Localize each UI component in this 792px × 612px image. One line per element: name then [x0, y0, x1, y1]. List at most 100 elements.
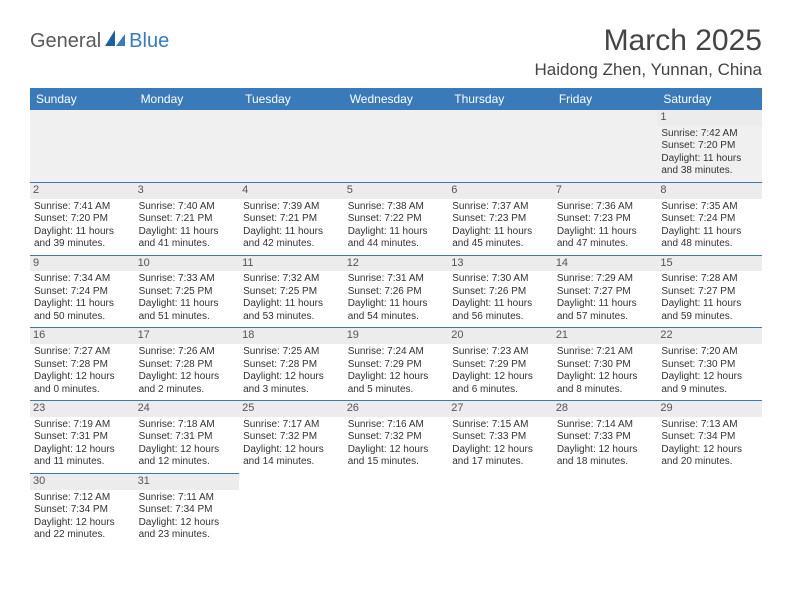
sunrise: Sunrise: 7:24 AM [348, 346, 445, 359]
day-details: Sunrise: 7:21 AMSunset: 7:30 PMDaylight:… [557, 346, 654, 396]
sunset: Sunset: 7:20 PM [661, 140, 758, 153]
daylight: Daylight: 11 hours and 48 minutes. [661, 226, 758, 251]
day-cell: 25Sunrise: 7:17 AMSunset: 7:32 PMDayligh… [239, 401, 344, 474]
sunrise: Sunrise: 7:11 AM [139, 492, 236, 505]
day-number: 11 [239, 256, 344, 272]
day-cell [239, 473, 344, 545]
sunrise: Sunrise: 7:29 AM [557, 273, 654, 286]
daylight: Daylight: 11 hours and 53 minutes. [243, 298, 340, 323]
daylight: Daylight: 12 hours and 20 minutes. [661, 444, 758, 469]
day-cell: 9Sunrise: 7:34 AMSunset: 7:24 PMDaylight… [30, 255, 135, 328]
sunset: Sunset: 7:24 PM [661, 213, 758, 226]
sunset: Sunset: 7:26 PM [452, 286, 549, 299]
day-cell [344, 473, 449, 545]
day-number: 10 [135, 256, 240, 272]
day-details: Sunrise: 7:36 AMSunset: 7:23 PMDaylight:… [557, 201, 654, 251]
day-details: Sunrise: 7:24 AMSunset: 7:29 PMDaylight:… [348, 346, 445, 396]
sunset: Sunset: 7:34 PM [34, 504, 131, 517]
day-cell [657, 473, 762, 545]
sunrise: Sunrise: 7:32 AM [243, 273, 340, 286]
logo: General Blue [30, 24, 169, 53]
day-cell: 19Sunrise: 7:24 AMSunset: 7:29 PMDayligh… [344, 328, 449, 401]
sunrise: Sunrise: 7:28 AM [661, 273, 758, 286]
week-row: 9Sunrise: 7:34 AMSunset: 7:24 PM Daylight… [30, 255, 762, 328]
col-wednesday: Wednesday [344, 88, 449, 110]
day-cell: 8Sunrise: 7:35 AMSunset: 7:24 PMDaylight… [657, 182, 762, 255]
day-cell: 4Sunrise: 7:39 AMSunset: 7:21 PMDaylight… [239, 182, 344, 255]
daylight: Daylight: 12 hours and 8 minutes. [557, 371, 654, 396]
sunset: Sunset: 7:32 PM [348, 431, 445, 444]
day-cell [239, 110, 344, 182]
day-details: Sunrise: 7:40 AMSunset: 7:21 PMDaylight:… [139, 201, 236, 251]
sunrise: Sunrise: 7:16 AM [348, 419, 445, 432]
sunset: Sunset: 7:29 PM [348, 359, 445, 372]
sunrise: Sunrise: 7:34 AM [34, 273, 131, 286]
daylight: Daylight: 12 hours and 5 minutes. [348, 371, 445, 396]
sunrise: Sunrise: 7:40 AM [139, 201, 236, 214]
sunrise: Sunrise: 7:15 AM [452, 419, 549, 432]
day-number: 9 [30, 256, 135, 272]
day-cell: 1Sunrise: 7:42 AMSunset: 7:20 PMDaylight… [657, 110, 762, 182]
day-number: 5 [344, 183, 449, 199]
day-details: Sunrise: 7:20 AMSunset: 7:30 PMDaylight:… [661, 346, 758, 396]
daylight: Daylight: 12 hours and 23 minutes. [139, 517, 236, 542]
day-cell [448, 110, 553, 182]
daylight: Daylight: 12 hours and 0 minutes. [34, 371, 131, 396]
sunrise: Sunrise: 7:33 AM [139, 273, 236, 286]
day-number: 21 [553, 328, 658, 344]
sunrise: Sunrise: 7:18 AM [139, 419, 236, 432]
day-number: 15 [657, 256, 762, 272]
sunset: Sunset: 7:22 PM [348, 213, 445, 226]
day-number: 12 [344, 256, 449, 272]
page-header: General Blue March 2025 Haidong Zhen, Yu… [30, 24, 762, 80]
day-cell [553, 110, 658, 182]
day-details: Sunrise: 7:39 AMSunset: 7:21 PMDaylight:… [243, 201, 340, 251]
daylight: Daylight: 11 hours and 56 minutes. [452, 298, 549, 323]
day-details: Sunrise: 7:11 AMSunset: 7:34 PMDaylight:… [139, 492, 236, 542]
sunrise: Sunrise: 7:25 AM [243, 346, 340, 359]
sunset: Sunset: 7:32 PM [243, 431, 340, 444]
sunset: Sunset: 7:24 PM [34, 286, 131, 299]
daylight: Daylight: 11 hours and 39 minutes. [34, 226, 131, 251]
week-row: 30Sunrise: 7:12 AMSunset: 7:34 PMDayligh… [30, 473, 762, 545]
daylight: Daylight: 11 hours and 51 minutes. [139, 298, 236, 323]
daylight: Daylight: 11 hours and 42 minutes. [243, 226, 340, 251]
sunset: Sunset: 7:27 PM [661, 286, 758, 299]
sunrise: Sunrise: 7:30 AM [452, 273, 549, 286]
day-number: 20 [448, 328, 553, 344]
sunset: Sunset: 7:23 PM [557, 213, 654, 226]
daylight: Daylight: 11 hours and 41 minutes. [139, 226, 236, 251]
title-block: March 2025 Haidong Zhen, Yunnan, China [535, 24, 762, 80]
sunrise: Sunrise: 7:41 AM [34, 201, 131, 214]
sunrise: Sunrise: 7:20 AM [661, 346, 758, 359]
sunrise: Sunrise: 7:31 AM [348, 273, 445, 286]
daylight: Daylight: 11 hours and 45 minutes. [452, 226, 549, 251]
logo-sail-icon [105, 30, 127, 53]
logo-text-blue: Blue [129, 30, 169, 53]
sunset: Sunset: 7:33 PM [452, 431, 549, 444]
day-cell [448, 473, 553, 545]
day-cell [135, 110, 240, 182]
month-title: March 2025 [535, 24, 762, 58]
day-number: 2 [30, 183, 135, 199]
sunrise: Sunrise: 7:35 AM [661, 201, 758, 214]
day-cell: 27Sunrise: 7:15 AMSunset: 7:33 PMDayligh… [448, 401, 553, 474]
daylight: Daylight: 12 hours and 11 minutes. [34, 444, 131, 469]
day-details: Sunrise: 7:26 AMSunset: 7:28 PMDaylight:… [139, 346, 236, 396]
col-monday: Monday [135, 88, 240, 110]
daylight: Daylight: 12 hours and 12 minutes. [139, 444, 236, 469]
day-details: Sunrise: 7:31 AMSunset: 7:26 PMDaylight:… [348, 273, 445, 323]
day-cell: 20 Sunrise: 7:23 AMSunset: 7:29 PMDayligh… [448, 328, 553, 401]
daylight: Daylight: 11 hours and 57 minutes. [557, 298, 654, 323]
sunrise: Sunrise: 7:21 AM [557, 346, 654, 359]
sunset: Sunset: 7:25 PM [139, 286, 236, 299]
day-number: 16 [30, 328, 135, 344]
sunset: Sunset: 7:28 PM [243, 359, 340, 372]
day-details: Sunrise: 7:38 AMSunset: 7:22 PMDaylight:… [348, 201, 445, 251]
day-details: Sunrise: 7:23 AMSunset: 7:29 PMDaylight:… [452, 346, 549, 396]
day-cell: 5 Sunrise: 7:38 AMSunset: 7:22 PMDaylight… [344, 182, 449, 255]
day-number: 7 [553, 183, 658, 199]
week-row: 2Sunrise: 7:41 AMSunset: 7:20 PMDaylight… [30, 182, 762, 255]
daylight: Daylight: 12 hours and 18 minutes. [557, 444, 654, 469]
sunrise: Sunrise: 7:17 AM [243, 419, 340, 432]
